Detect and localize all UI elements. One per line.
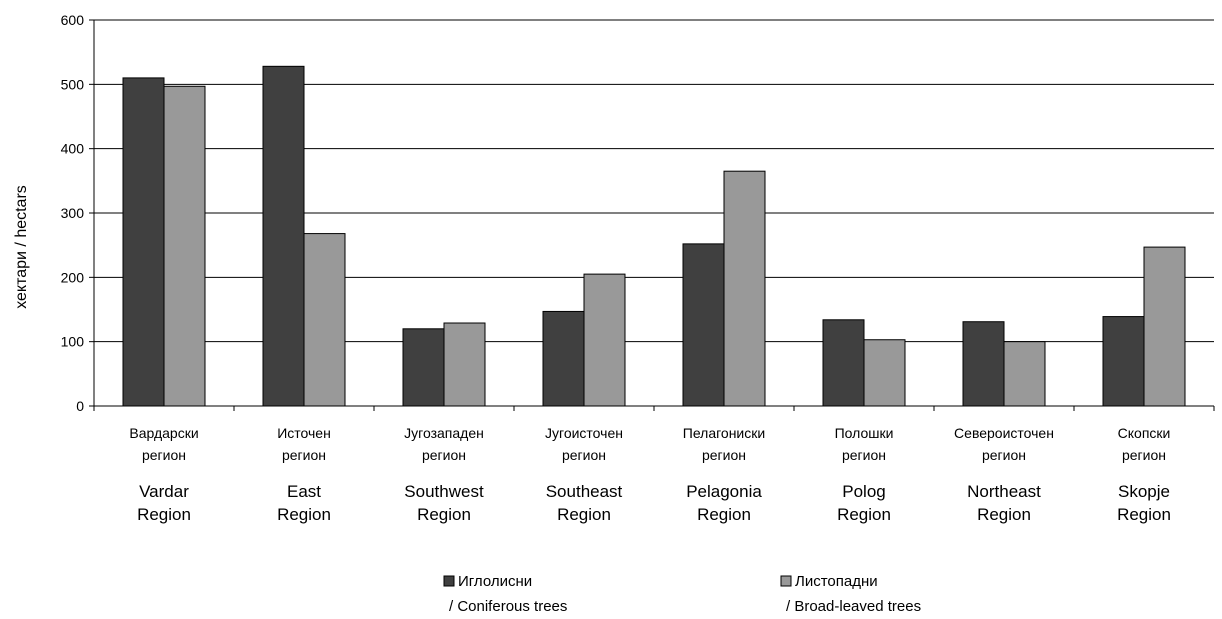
category-label-mk: регион — [142, 447, 186, 463]
bars — [122, 65, 1186, 407]
legend-label: Иглолисни — [458, 573, 532, 590]
bar-series-1-cat-3 — [402, 328, 445, 407]
category-label-en: Southeast — [546, 482, 623, 501]
legend: Иглолисни / Coniferous trees Листопадни / B… — [443, 573, 921, 615]
category-label-en: Region — [697, 505, 751, 524]
category-label-mk: регион — [282, 447, 326, 463]
category-label-mk: Скопски — [1118, 425, 1171, 441]
category-label-mk: Пелагониски — [683, 425, 765, 441]
category-label-mk: регион — [422, 447, 466, 463]
category-label-mk: регион — [1122, 447, 1166, 463]
legend-label: Листопадни — [795, 573, 878, 590]
bar-series-2-cat-8 — [1143, 246, 1186, 407]
x-category-labels: Вардарски регион Vardar Region Источен регион… — [129, 425, 1171, 524]
legend-label-en: / Coniferous trees — [449, 598, 567, 615]
bar-series-1-cat-8 — [1102, 316, 1145, 407]
bar-series-2-cat-5 — [723, 170, 766, 407]
category-label-en: Region — [137, 505, 191, 524]
category-label-mk: Југоисточен — [545, 425, 623, 441]
bar-series-1-cat-6 — [822, 319, 865, 407]
category-label-en: Polog — [842, 482, 885, 501]
bar-series-2-cat-1 — [163, 85, 206, 407]
gridlines — [94, 19, 1214, 343]
category-label-en: Skopje — [1118, 482, 1170, 501]
y-tick-label: 300 — [61, 205, 85, 221]
category-label-mk: Вардарски — [129, 425, 198, 441]
category-label-en: Region — [977, 505, 1031, 524]
y-tick-label: 500 — [61, 76, 85, 92]
bar-series-2-cat-6 — [863, 339, 906, 407]
category-label-en: Vardar — [139, 482, 189, 501]
category-label-mk: регион — [982, 447, 1026, 463]
y-tick-label: 100 — [61, 334, 85, 350]
category-label-mk: Источен — [277, 425, 331, 441]
category-label-en: Region — [277, 505, 331, 524]
category-label-mk: Полошки — [835, 425, 894, 441]
bar-series-2-cat-4 — [583, 273, 626, 407]
category-label-mk: Североисточен — [954, 425, 1054, 441]
category-label-en: Region — [417, 505, 471, 524]
category-label-en: Region — [557, 505, 611, 524]
category-label-mk: регион — [702, 447, 746, 463]
legend-label-en: / Broad-leaved trees — [786, 598, 921, 615]
legend-swatch — [443, 575, 455, 587]
bar-series-1-cat-4 — [542, 310, 585, 407]
y-tick-label: 200 — [61, 269, 85, 285]
category-label-mk: регион — [842, 447, 886, 463]
bar-series-1-cat-7 — [962, 321, 1005, 407]
category-label-en: Pelagonia — [686, 482, 762, 501]
y-tick-label: 600 — [61, 12, 85, 28]
axes — [89, 19, 1215, 411]
category-label-en: Region — [1117, 505, 1171, 524]
category-label-en: Northeast — [967, 482, 1041, 501]
category-label-en: Region — [837, 505, 891, 524]
y-axis-label: хектари / hectars — [13, 185, 30, 309]
bar-series-2-cat-2 — [303, 233, 346, 407]
bar-series-1-cat-1 — [122, 77, 165, 407]
bar-series-2-cat-3 — [443, 322, 486, 407]
category-label-mk: регион — [562, 447, 606, 463]
bar-series-1-cat-5 — [682, 243, 725, 407]
legend-swatch — [780, 575, 792, 587]
category-label-en: Southwest — [404, 482, 484, 501]
y-tick-label: 400 — [61, 141, 85, 157]
category-label-en: East — [287, 482, 321, 501]
bar-series-2-cat-7 — [1003, 341, 1046, 407]
y-tick-labels: 0 100 200 300 400 500 600 — [61, 12, 85, 414]
category-label-mk: Југозападен — [404, 425, 484, 441]
bar-series-1-cat-2 — [262, 65, 305, 407]
y-tick-label: 0 — [76, 398, 84, 414]
